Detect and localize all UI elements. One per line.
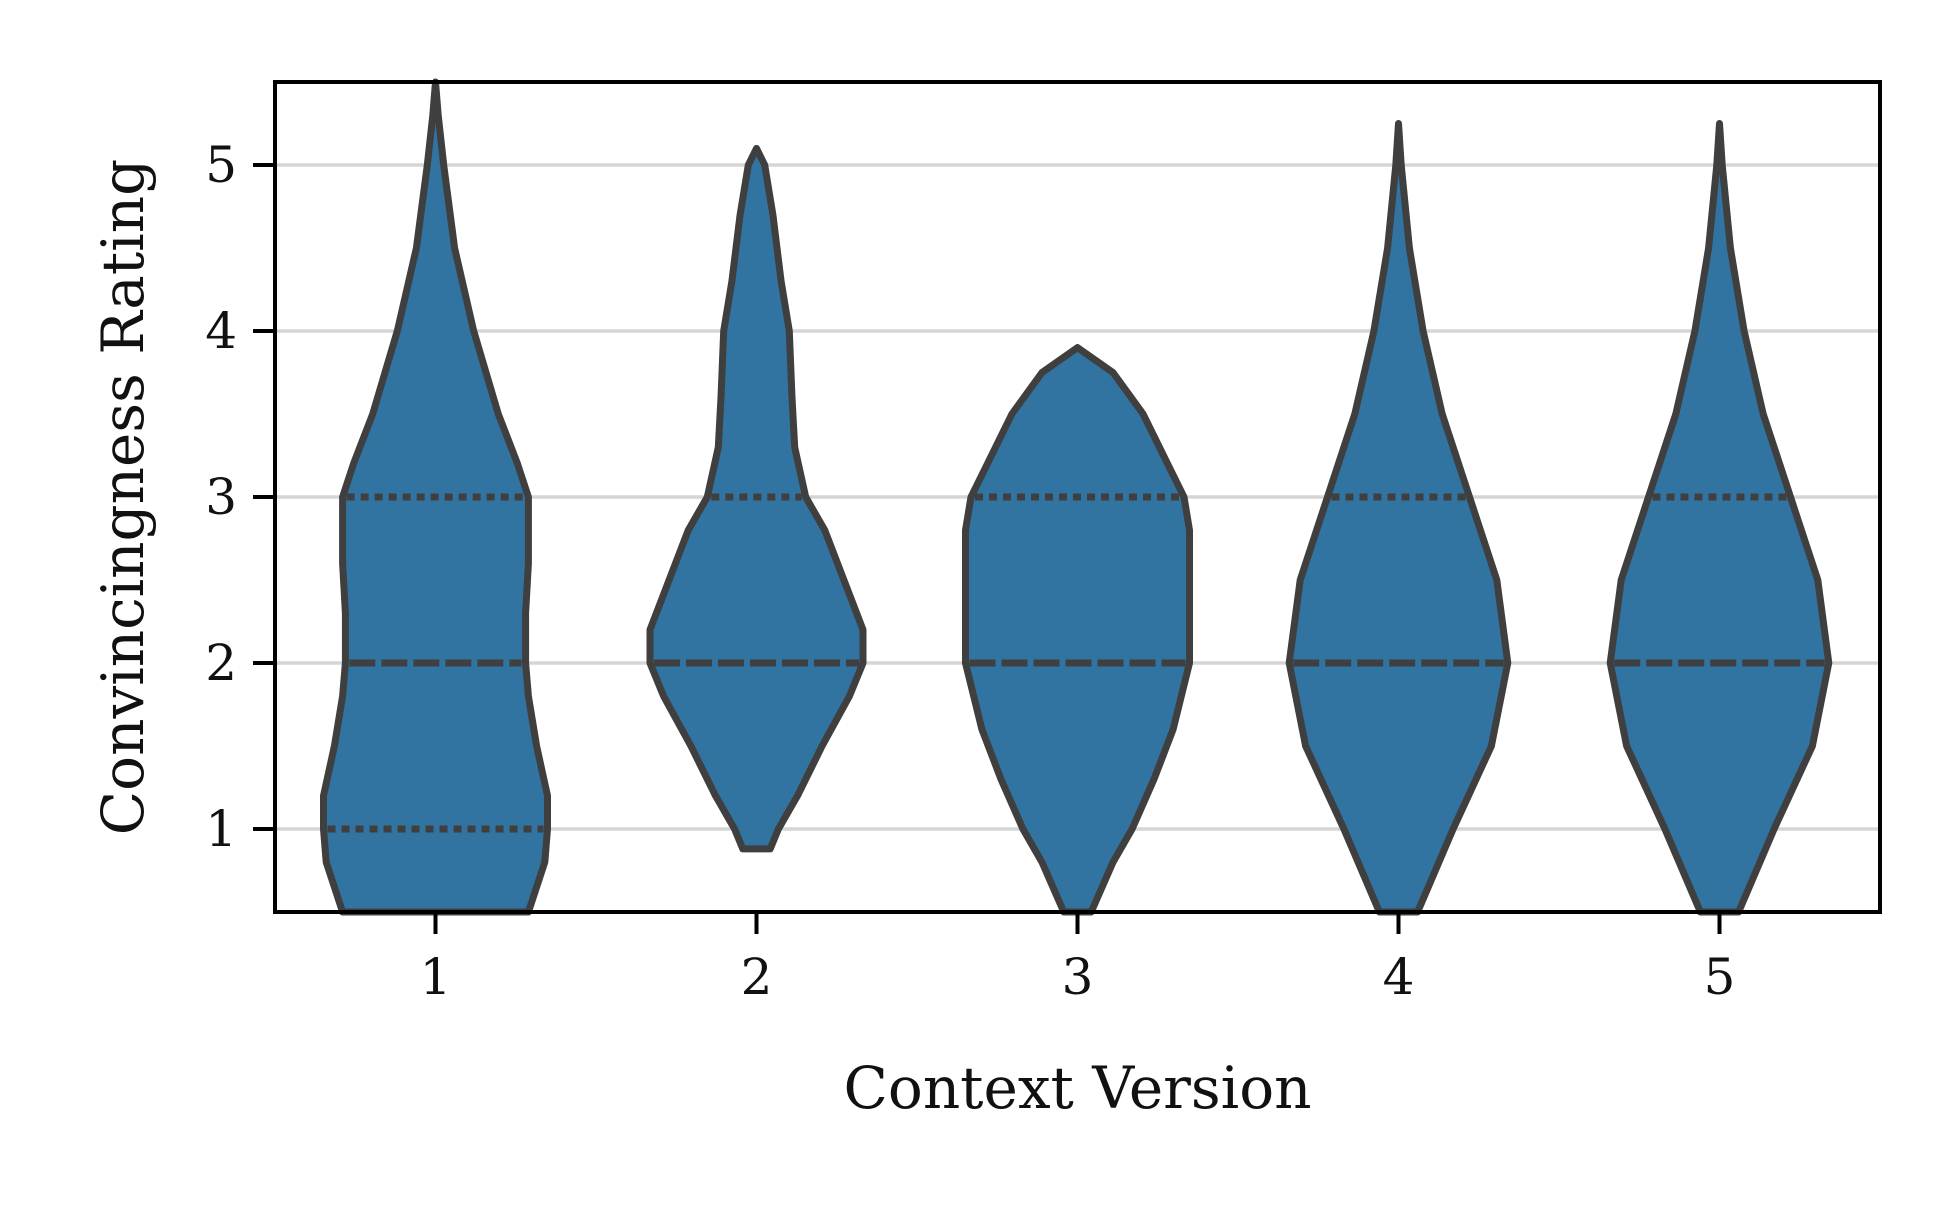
- violin-3: [962, 344, 1193, 916]
- x-axis-title: Context Version: [844, 1054, 1312, 1122]
- violin-4: [1285, 120, 1512, 916]
- violin-body-4: [1285, 120, 1512, 916]
- y-tick-label-4: 4: [205, 302, 237, 360]
- x-tick-label-3: 3: [1062, 948, 1094, 1006]
- x-tick-label-1: 1: [420, 948, 452, 1006]
- x-tick-label-5: 5: [1704, 948, 1736, 1006]
- y-tick-label-5: 5: [205, 136, 237, 194]
- x-tick-label-2: 2: [741, 948, 773, 1006]
- violins: [320, 78, 1833, 916]
- violin-1: [320, 78, 551, 916]
- violin-2: [646, 144, 867, 853]
- violin-body-5: [1606, 120, 1833, 916]
- y-axis-title: Convincingness Rating: [89, 159, 157, 835]
- x-tick-label-4: 4: [1383, 948, 1415, 1006]
- violin-body-3: [962, 344, 1193, 916]
- violin-5: [1606, 120, 1833, 916]
- y-tick-label-3: 3: [205, 468, 237, 526]
- y-tick-label-2: 2: [205, 634, 237, 692]
- y-tick-label-1: 1: [205, 800, 237, 858]
- axis-ticks: 1 2 3 4 5 1 2 3 4 5: [205, 136, 1735, 1006]
